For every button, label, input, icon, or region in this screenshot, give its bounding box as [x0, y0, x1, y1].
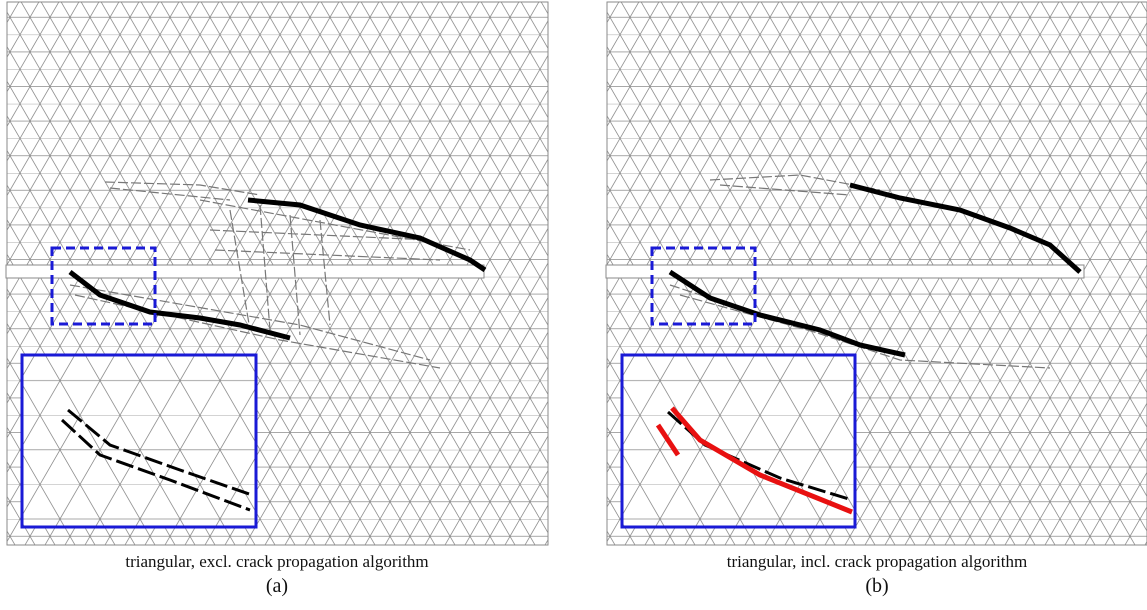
panel-label: (b)	[865, 575, 888, 597]
damage-hatching	[669, 174, 1051, 369]
damage-hatching	[69, 181, 471, 369]
propagated-crack	[670, 406, 853, 515]
crack	[849, 182, 1082, 274]
panel-label: (a)	[266, 575, 288, 597]
crack	[247, 197, 487, 273]
panel-b	[605, 1, 1147, 546]
inset-crack	[60, 408, 253, 512]
notch	[605, 264, 1085, 279]
zoom-region	[650, 246, 757, 326]
inset-crack	[667, 410, 853, 502]
inset	[20, 353, 258, 529]
caption: triangular, excl. crack propagation algo…	[125, 552, 428, 571]
caption: triangular, incl. crack propagation algo…	[727, 552, 1028, 571]
crack	[668, 269, 906, 358]
zoom-region	[50, 246, 157, 326]
panel-a	[5, 1, 549, 546]
crack	[68, 270, 291, 341]
propagated-crack	[655, 423, 681, 457]
